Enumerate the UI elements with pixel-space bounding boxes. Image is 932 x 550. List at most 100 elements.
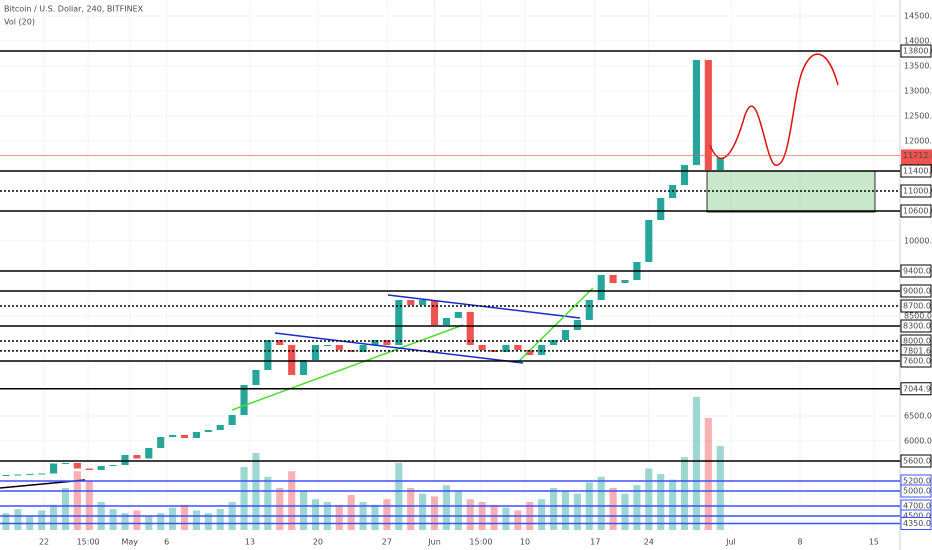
candle-body xyxy=(359,345,367,352)
candle-body xyxy=(347,350,355,352)
candle-body xyxy=(454,312,462,318)
volume-bar xyxy=(466,499,474,530)
candle-body xyxy=(169,435,177,437)
x-tick-label: 15 xyxy=(869,538,879,547)
candle-body xyxy=(383,340,391,345)
volume-bar xyxy=(395,462,403,530)
candle-body xyxy=(573,320,581,330)
candle-body xyxy=(311,345,320,360)
y-tick-label: 12000.0 xyxy=(904,137,932,146)
candle-body xyxy=(145,448,153,459)
candle-body xyxy=(704,60,712,170)
projection-curve xyxy=(709,53,839,166)
y-tick-label: 13000.0 xyxy=(904,87,932,96)
level-label-box xyxy=(900,264,932,278)
candle-body xyxy=(609,275,617,283)
candle-body xyxy=(50,463,58,474)
candle-body xyxy=(216,425,224,430)
volume-bar xyxy=(2,513,10,530)
x-tick-label: 24 xyxy=(644,538,654,547)
candle-body xyxy=(538,345,546,355)
candle-body xyxy=(323,345,331,346)
y-tick-label: 13500.0 xyxy=(904,62,932,71)
volume-bar xyxy=(597,476,605,530)
volume-bar xyxy=(645,468,653,530)
candle-body xyxy=(490,350,498,352)
y-tick-label: 6500.0 xyxy=(904,412,932,421)
candle-body xyxy=(300,360,308,375)
candle-body xyxy=(97,466,105,470)
volume-bar xyxy=(73,471,81,530)
volume-bar xyxy=(180,504,189,530)
candle-body xyxy=(692,60,700,165)
volume-bar xyxy=(300,490,308,530)
volume-bar xyxy=(169,507,177,530)
volume-bar xyxy=(716,446,724,530)
volume-bar xyxy=(573,493,581,530)
level-label-box xyxy=(900,382,932,396)
level-label: 9000.0 xyxy=(903,287,931,296)
level-label: 4700.0 xyxy=(903,502,931,511)
candle-body xyxy=(252,370,260,385)
level-label: 8700.0 xyxy=(903,302,931,311)
candle-body xyxy=(419,300,427,305)
volume-bar xyxy=(454,490,462,530)
volume-bar xyxy=(633,485,641,530)
x-tick-label: 10 xyxy=(520,538,530,547)
x-tick-label: 20 xyxy=(313,538,323,547)
level-label-box xyxy=(900,517,932,530)
candle-body xyxy=(228,415,236,425)
y-tick-label: 6000.0 xyxy=(904,437,932,446)
candle-body xyxy=(26,474,34,475)
volume-bar xyxy=(514,510,522,530)
level-label: 4350.0 xyxy=(903,519,931,528)
x-tick-label: 27 xyxy=(382,538,392,547)
level-label: 5600.0 xyxy=(903,457,931,466)
level-label: 13800.0 xyxy=(903,47,932,56)
volume-bar xyxy=(335,504,343,530)
candle-body xyxy=(192,432,200,438)
level-label: 8300.0 xyxy=(903,322,931,331)
y-tick-label: 12500.0 xyxy=(904,112,932,121)
volume-bar xyxy=(264,476,272,530)
trend-line xyxy=(274,332,524,364)
y-tick-label: 8500.0 xyxy=(904,312,932,321)
level-label: 7600.0 xyxy=(903,357,931,366)
volume-bar xyxy=(121,513,129,530)
level-label: 7801.6 xyxy=(903,346,931,355)
level-label-box xyxy=(900,184,932,198)
volume-bar xyxy=(692,397,700,530)
candle-body xyxy=(585,300,593,320)
candle-body xyxy=(85,468,93,470)
volume-bar xyxy=(347,495,355,530)
volume-bar xyxy=(502,507,510,530)
candle-body xyxy=(466,312,474,345)
candle-body xyxy=(442,318,450,325)
volume-bar xyxy=(216,509,224,530)
volume-bar xyxy=(621,493,629,530)
level-label: 7044.9 xyxy=(903,384,931,393)
level-label-box xyxy=(900,164,932,178)
volume-bar xyxy=(609,488,617,530)
volume-bar xyxy=(50,504,58,530)
level-label: 8000.0 xyxy=(903,337,931,346)
chart-title: Bitcoin / U.S. Dollar, 240, BITFINEX xyxy=(4,5,144,14)
candle-body xyxy=(73,463,81,469)
candle-body xyxy=(61,463,70,464)
candle-body xyxy=(180,435,189,438)
candle-body xyxy=(157,437,165,448)
candle-body xyxy=(550,340,558,345)
candle-body xyxy=(597,275,605,300)
x-tick-label: 22 xyxy=(39,538,49,547)
candle-body xyxy=(621,280,629,283)
level-label: 5200.0 xyxy=(903,477,931,486)
x-tick-label: 8 xyxy=(797,538,802,547)
level-label-box xyxy=(900,484,932,498)
x-tick-label: May xyxy=(121,538,138,547)
level-label-box xyxy=(900,319,932,333)
volume-bar xyxy=(109,509,117,530)
level-label-box xyxy=(900,354,932,368)
level-label-box xyxy=(900,44,932,58)
volume-bar xyxy=(419,493,427,530)
